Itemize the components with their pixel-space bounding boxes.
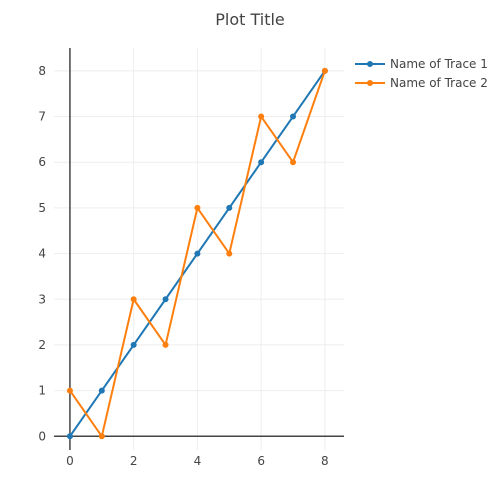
x-tick-labels: 0 2 4 6 8 <box>66 454 329 468</box>
data-point[interactable] <box>194 204 201 211</box>
y-tick-label: 2 <box>38 338 46 352</box>
legend-label: Name of Trace 1 <box>390 57 488 71</box>
x-tick-label: 2 <box>130 454 138 468</box>
x-tick-label: 4 <box>194 454 202 468</box>
data-point[interactable] <box>194 250 201 257</box>
data-point[interactable] <box>98 433 105 440</box>
axes <box>54 48 344 450</box>
data-point[interactable] <box>130 296 137 303</box>
y-tick-label: 0 <box>38 429 46 443</box>
data-point[interactable] <box>130 341 137 348</box>
y-tick-label: 3 <box>38 292 46 306</box>
data-point[interactable] <box>162 296 169 303</box>
y-tick-labels: 0 1 2 3 4 5 6 7 8 <box>38 64 46 443</box>
data-point[interactable] <box>290 113 297 120</box>
data-point[interactable] <box>258 159 265 166</box>
data-point[interactable] <box>226 204 233 211</box>
y-tick-label: 4 <box>38 247 46 261</box>
y-tick-label: 6 <box>38 155 46 169</box>
grid <box>54 48 344 450</box>
data-point[interactable] <box>290 159 297 166</box>
x-tick-label: 0 <box>66 454 74 468</box>
legend-item-1[interactable]: Name of Trace 1 <box>355 57 488 71</box>
data-point[interactable] <box>226 250 233 257</box>
data-point[interactable] <box>321 67 328 74</box>
x-tick-label: 6 <box>257 454 265 468</box>
data-point[interactable] <box>258 113 265 120</box>
data-point[interactable] <box>66 433 73 440</box>
series-layer <box>66 67 328 440</box>
data-point[interactable] <box>66 387 73 394</box>
legend-swatch-marker <box>367 80 373 86</box>
y-tick-label: 8 <box>38 64 46 78</box>
data-point[interactable] <box>162 341 169 348</box>
legend[interactable]: Name of Trace 1 Name of Trace 2 <box>355 57 488 90</box>
legend-item-2[interactable]: Name of Trace 2 <box>355 76 488 90</box>
y-tick-label: 1 <box>38 384 46 398</box>
data-point[interactable] <box>98 387 105 394</box>
legend-swatch-marker <box>367 61 373 67</box>
chart-title: Plot Title <box>215 10 285 29</box>
legend-label: Name of Trace 2 <box>390 76 488 90</box>
x-tick-label: 8 <box>321 454 329 468</box>
y-tick-label: 7 <box>38 110 46 124</box>
y-tick-label: 5 <box>38 201 46 215</box>
